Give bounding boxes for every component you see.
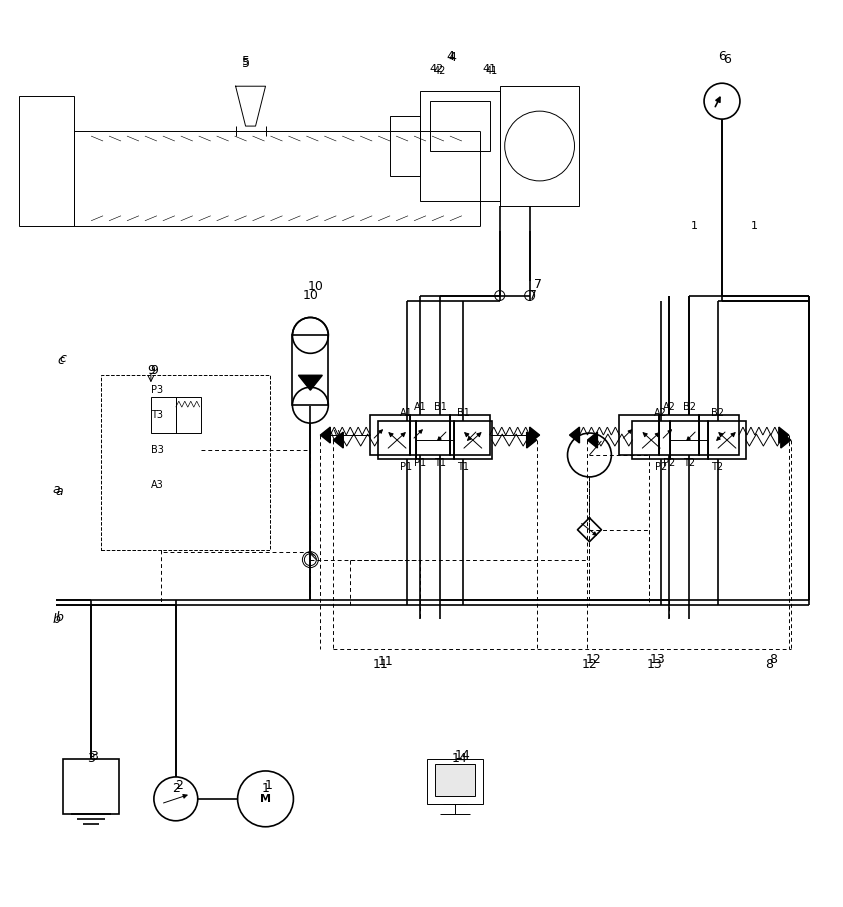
Text: 41: 41 (483, 64, 497, 74)
Text: T2: T2 (683, 458, 695, 468)
Text: 11: 11 (378, 655, 393, 668)
Text: T1: T1 (458, 462, 470, 472)
Text: 3: 3 (87, 753, 95, 766)
Bar (435, 764, 475, 795)
Text: T3: T3 (151, 410, 163, 420)
Text: B3: B3 (151, 445, 164, 455)
Text: 11: 11 (373, 658, 388, 671)
Text: 10: 10 (308, 280, 323, 293)
Text: 3: 3 (90, 750, 98, 764)
Text: A1: A1 (400, 408, 413, 418)
Bar (63, 759, 119, 814)
Text: 13: 13 (647, 658, 662, 671)
Text: 8: 8 (769, 653, 777, 666)
Bar (19, 96, 74, 226)
Text: b: b (52, 613, 60, 626)
Polygon shape (527, 432, 537, 448)
Text: 4: 4 (446, 50, 454, 63)
Bar (632, 421, 670, 459)
Text: A2: A2 (663, 402, 675, 412)
Text: 8: 8 (765, 658, 773, 671)
Text: 1: 1 (261, 783, 270, 795)
Text: P2: P2 (654, 462, 667, 472)
Bar (420, 92, 500, 200)
Text: b: b (56, 611, 63, 624)
Bar (620, 415, 659, 455)
Text: A3: A3 (151, 480, 164, 490)
Text: 6: 6 (723, 53, 731, 66)
Text: M: M (260, 794, 271, 804)
Text: 10: 10 (303, 289, 319, 302)
Text: 14: 14 (455, 749, 470, 763)
Text: 6: 6 (718, 50, 726, 63)
Polygon shape (570, 427, 579, 443)
Text: B2: B2 (711, 408, 724, 418)
Text: T1: T1 (434, 458, 446, 468)
Polygon shape (298, 375, 322, 390)
Text: a: a (56, 485, 63, 498)
Text: 2: 2 (175, 779, 183, 793)
Text: 42: 42 (434, 66, 446, 76)
Bar (151, 397, 176, 433)
Bar (293, 336, 328, 405)
Text: P2: P2 (663, 458, 675, 468)
Polygon shape (333, 432, 343, 448)
Text: 5: 5 (242, 57, 250, 70)
Polygon shape (235, 86, 266, 126)
Text: 12: 12 (586, 653, 601, 666)
Text: 9: 9 (147, 364, 155, 376)
Bar (390, 116, 420, 176)
Bar (454, 421, 491, 459)
Text: B1: B1 (433, 402, 447, 412)
Polygon shape (588, 432, 598, 448)
Text: 7: 7 (529, 289, 537, 302)
Text: 1: 1 (750, 220, 757, 230)
Polygon shape (779, 427, 789, 443)
Bar (410, 415, 450, 455)
Bar (427, 759, 483, 804)
Text: 5: 5 (242, 54, 250, 68)
Text: 9: 9 (150, 364, 158, 376)
Text: 12: 12 (582, 658, 598, 671)
Bar (370, 415, 410, 455)
Text: P1: P1 (414, 458, 426, 468)
Text: 7: 7 (534, 278, 541, 291)
Text: 4: 4 (448, 51, 456, 63)
Text: 42: 42 (430, 64, 444, 74)
Bar (659, 415, 699, 455)
Bar (670, 421, 708, 459)
Text: P1: P1 (400, 462, 412, 472)
Text: T2: T2 (711, 462, 723, 472)
Bar (379, 421, 416, 459)
Text: 41: 41 (486, 66, 498, 76)
Polygon shape (529, 427, 540, 443)
Polygon shape (781, 432, 791, 448)
Text: c: c (58, 354, 65, 366)
Text: a: a (52, 483, 60, 496)
Text: 2: 2 (172, 783, 180, 795)
Bar (416, 421, 454, 459)
Text: 13: 13 (649, 653, 665, 666)
Text: 14: 14 (452, 753, 468, 766)
Text: B2: B2 (683, 402, 695, 412)
Polygon shape (577, 518, 601, 541)
Text: B1: B1 (457, 408, 470, 418)
Text: A1: A1 (414, 402, 427, 412)
Text: 1: 1 (265, 779, 272, 793)
Bar (500, 86, 579, 206)
Text: P3: P3 (151, 385, 163, 395)
Text: A2: A2 (654, 408, 667, 418)
Bar (176, 397, 201, 433)
Bar (699, 415, 739, 455)
Polygon shape (320, 427, 330, 443)
Bar (708, 421, 746, 459)
Bar (430, 102, 490, 151)
Text: 1: 1 (690, 220, 698, 230)
Text: c: c (60, 352, 67, 365)
Bar (450, 415, 490, 455)
